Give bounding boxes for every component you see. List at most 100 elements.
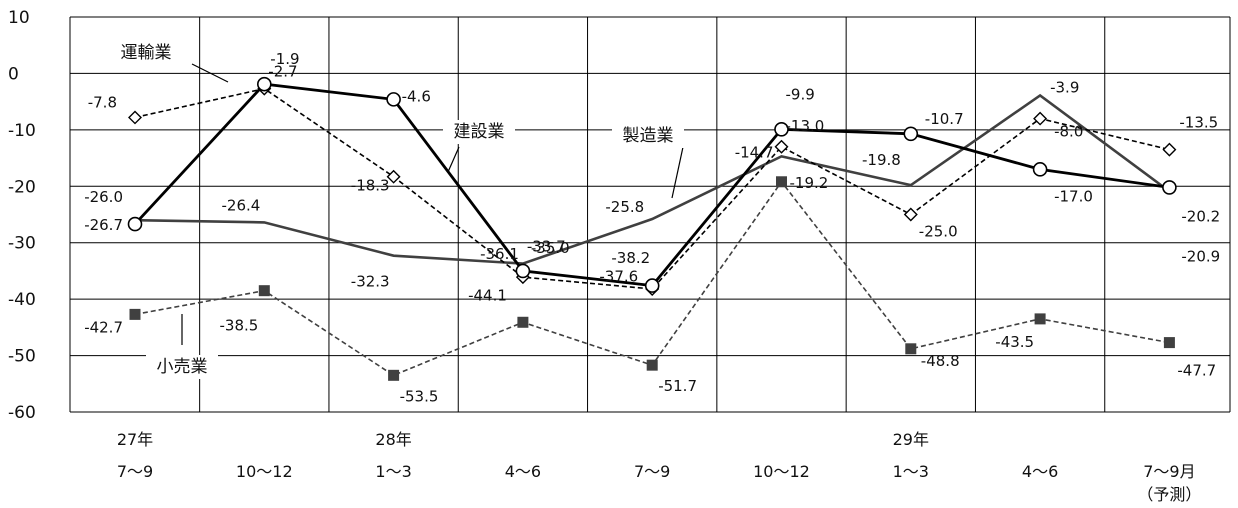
data-label: -4.6 (402, 87, 431, 105)
data-point (1032, 162, 1048, 177)
data-point (129, 308, 141, 320)
data-point (256, 76, 272, 92)
data-point (388, 369, 400, 381)
x-tick-label: 4～6 (1022, 462, 1058, 481)
series-name-label: 建設業 (454, 122, 505, 142)
data-label: -3.9 (1050, 78, 1079, 96)
data-point (776, 176, 787, 188)
data-point (774, 121, 789, 137)
data-label: -26.4 (221, 196, 260, 214)
grid (69, 16, 1231, 413)
data-point (517, 316, 529, 328)
data-point (644, 278, 660, 293)
data-point (1034, 313, 1046, 325)
x-tick-label: 28年 (375, 430, 411, 449)
y-tick-label: -20 (8, 177, 36, 197)
y-tick-label: 10 (8, 8, 30, 28)
data-label: -37.6 (599, 268, 638, 286)
data-label: -32.3 (351, 273, 390, 291)
data-label: -47.7 (1177, 362, 1216, 380)
data-label: -26.0 (84, 188, 123, 206)
data-label: -8.0 (1054, 123, 1083, 141)
data-label: -20.2 (1181, 207, 1220, 225)
data-label: -7.8 (88, 93, 117, 111)
y-tick-label: -30 (8, 234, 36, 254)
data-label: -42.7 (84, 318, 123, 336)
data-label: -18.3 (351, 177, 390, 195)
leader-line (191, 63, 229, 83)
data-point (258, 285, 270, 297)
data-label: -19.2 (790, 174, 829, 192)
data-point (903, 207, 918, 222)
leader-line (447, 146, 460, 173)
label-background (110, 41, 182, 65)
x-tick-label: 10～12 (236, 462, 293, 481)
data-point (646, 359, 658, 371)
data-label: -26.7 (84, 216, 123, 234)
x-tick-label: 7～9月 (1143, 462, 1195, 481)
x-tick-label: 7～9 (634, 462, 670, 481)
x-tick-label: 1～3 (375, 462, 411, 481)
data-point (515, 263, 531, 279)
data-label: -43.5 (995, 333, 1034, 351)
label-background (146, 355, 218, 379)
series-name-label: 小売業 (157, 357, 208, 377)
series-name-label: 製造業 (623, 126, 674, 146)
data-label: -13.0 (786, 117, 825, 135)
data-label: -44.1 (468, 286, 507, 304)
series-line (134, 93, 1171, 265)
data-point (1162, 180, 1177, 195)
x-tick-label: （予測） (1137, 485, 1201, 504)
data-point (905, 343, 917, 355)
data-point (128, 110, 142, 125)
data-label: -25.0 (919, 223, 958, 241)
series-name-label: 運輸業 (121, 43, 172, 63)
data-label: -36.1 (480, 245, 519, 263)
data-label: -17.0 (1054, 187, 1093, 205)
data-label: -9.9 (786, 85, 815, 103)
data-point (386, 169, 401, 184)
x-tick-label: 1～3 (893, 462, 929, 481)
leader-line (671, 146, 684, 199)
x-tick-label: 10～12 (753, 462, 810, 481)
y-tick-label: -50 (8, 347, 36, 367)
x-tick-label: 4～6 (505, 462, 541, 481)
y-axis: 10 0 -10 -20 -30 -40 -50 -60 (8, 8, 36, 423)
y-tick-label: -40 (8, 290, 36, 310)
y-tick-label: -10 (8, 121, 36, 141)
data-label: -48.8 (921, 352, 960, 370)
data-label: -25.8 (605, 198, 644, 216)
data-label: -53.5 (400, 387, 439, 405)
data-label: -33.7 (527, 238, 566, 256)
y-tick-label: 0 (8, 64, 19, 84)
data-point (1162, 142, 1177, 157)
label-background (612, 124, 684, 148)
data-label: -20.9 (1181, 247, 1220, 265)
x-axis: 27年 7～9 10～12 28年 1～3 4～6 7～9 10～12 29年 1～3 4～6 7～9… (117, 430, 1202, 504)
data-label: -51.7 (658, 377, 697, 395)
y-tick-label: -60 (8, 403, 36, 423)
data-label: -2.7 (268, 63, 297, 81)
label-background (443, 120, 515, 144)
data-label: -38.2 (611, 249, 650, 267)
data-point (774, 139, 789, 154)
data-label: -10.7 (925, 110, 964, 128)
x-tick-label: 7～9 (117, 462, 153, 481)
data-label: -1.9 (270, 50, 299, 68)
data-point (1163, 337, 1175, 349)
data-point (903, 126, 919, 142)
x-tick-label: 29年 (893, 430, 929, 449)
data-point (1033, 111, 1048, 126)
data-label: -35.0 (531, 239, 570, 257)
series-markers (127, 76, 1177, 381)
data-label: -38.5 (219, 317, 258, 335)
data-point (127, 216, 143, 232)
data-point (386, 92, 401, 107)
x-tick-label: 27年 (117, 430, 153, 449)
data-label: -14.7 (735, 143, 774, 161)
series-line (134, 87, 1170, 290)
data-label: -13.5 (1179, 114, 1218, 132)
data-labels: -7.8 -2.7 -18.3 -36.1 -38.2 -13.0 -25.0 -8.0 -13… (84, 50, 1220, 405)
